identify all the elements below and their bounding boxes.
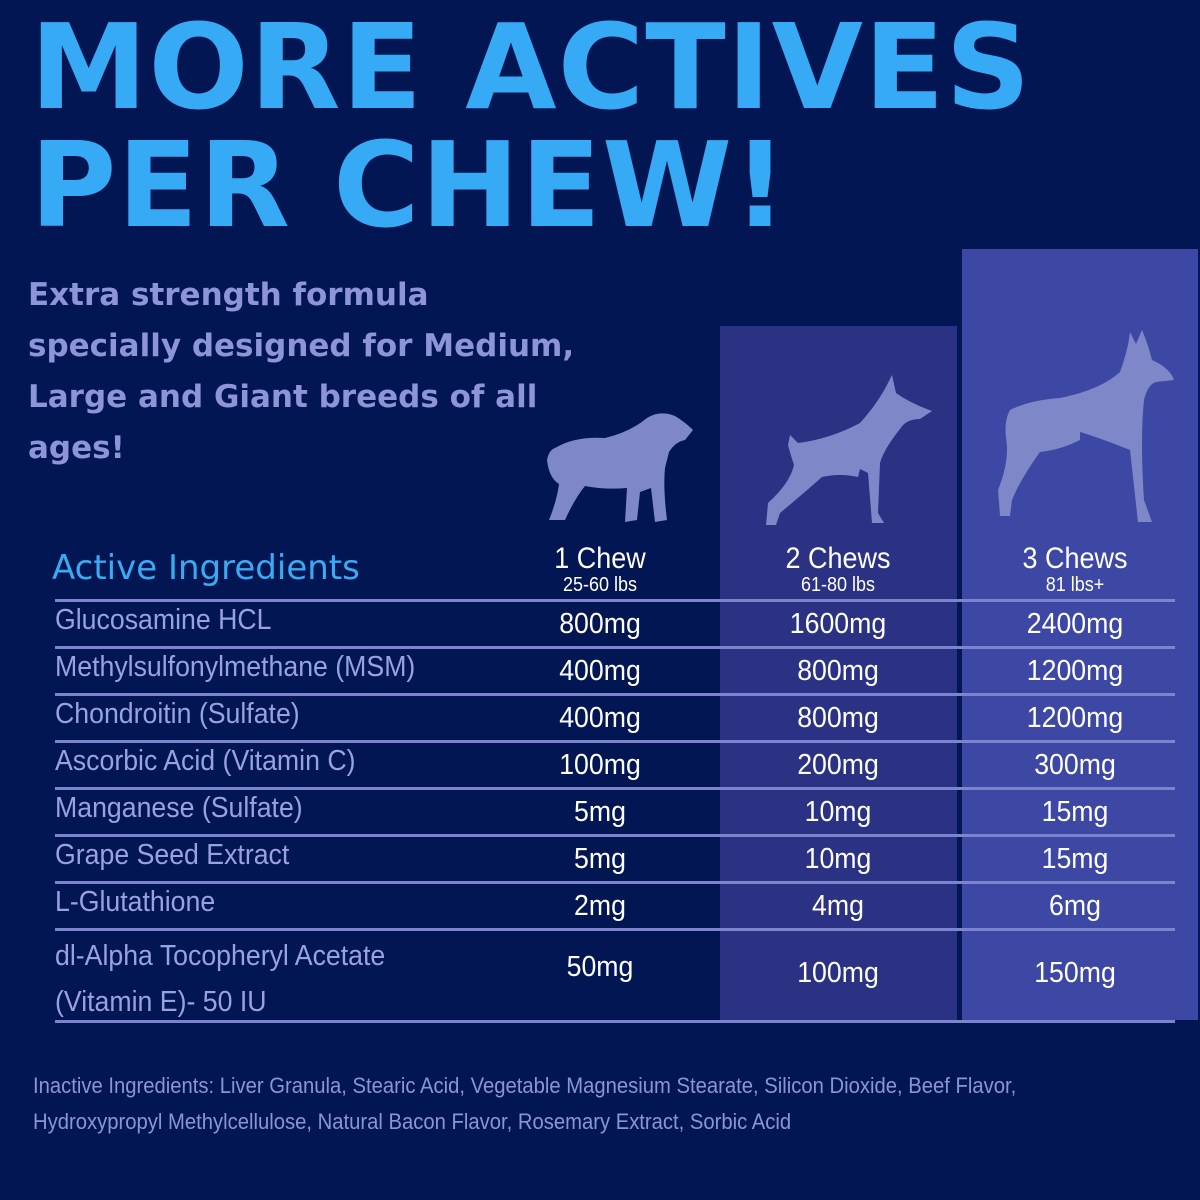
- dose-value: 150mg: [1034, 957, 1116, 989]
- dose-value: 15mg: [1041, 796, 1109, 828]
- dose-value: 400mg: [559, 702, 641, 734]
- dose-value: 800mg: [797, 655, 879, 687]
- page-title: MORE ACTIVES PER CHEW!: [30, 8, 1032, 244]
- table-row: Chondroitin (Sulfate) 400mg 800mg 1200mg: [55, 696, 1175, 743]
- small-dog-icon: [547, 413, 693, 522]
- great-dane-icon: [998, 330, 1174, 522]
- ingredient-name: Methylsulfonylmethane (MSM): [55, 651, 416, 683]
- table-row: L-Glutathione 2mg 4mg 6mg: [55, 884, 1175, 931]
- column-weight: 81 lbs+: [1045, 574, 1105, 596]
- column-weight: 25-60 lbs: [562, 574, 638, 596]
- header-divider: [55, 599, 1175, 602]
- dose-value: 4mg: [812, 890, 864, 922]
- column-label: 2 Chews: [785, 542, 891, 575]
- ingredient-name: Grape Seed Extract: [55, 839, 290, 871]
- column-header-1: 1 Chew 25-60 lbs: [482, 542, 718, 596]
- table-row: Glucosamine HCL 800mg 1600mg 2400mg: [55, 602, 1175, 649]
- table-row: Methylsulfonylmethane (MSM) 400mg 800mg 120…: [55, 649, 1175, 696]
- dose-value: 10mg: [804, 843, 872, 875]
- dose-value: 2mg: [574, 890, 626, 922]
- dose-value: 6mg: [1049, 890, 1101, 922]
- dose-value: 5mg: [574, 796, 626, 828]
- ingredient-name: Glucosamine HCL: [55, 604, 272, 636]
- ingredient-name-line-1: dl-Alpha Tocopheryl Acetate: [55, 940, 386, 972]
- table-row: Grape Seed Extract 5mg 10mg 15mg: [55, 837, 1175, 884]
- dose-value: 100mg: [559, 749, 641, 781]
- table-row: dl-Alpha Tocopheryl Acetate (Vitamin E)- …: [55, 931, 1175, 1023]
- dose-value: 400mg: [559, 655, 641, 687]
- dose-value: 300mg: [1034, 749, 1116, 781]
- column-header-2: 2 Chews 61-80 lbs: [720, 542, 956, 596]
- inactive-ingredients: Inactive Ingredients: Liver Granula, Ste…: [33, 1073, 1017, 1134]
- doberman-icon: [766, 375, 932, 525]
- column-label: 1 Chew: [554, 542, 646, 575]
- ingredient-name: L-Glutathione: [55, 886, 216, 918]
- table-row: Manganese (Sulfate) 5mg 10mg 15mg: [55, 790, 1175, 837]
- column-label: 3 Chews: [1022, 542, 1128, 575]
- dose-value: 100mg: [797, 957, 879, 989]
- ingredient-name: Chondroitin (Sulfate): [55, 698, 300, 730]
- active-ingredients-heading: Active Ingredients: [52, 548, 360, 588]
- table-row: Ascorbic Acid (Vitamin C) 100mg 200mg 300mg: [55, 743, 1175, 790]
- column-header-3: 3 Chews 81 lbs+: [957, 542, 1193, 596]
- dose-value: 1600mg: [789, 608, 887, 640]
- dose-value: 1200mg: [1026, 655, 1124, 687]
- dose-value: 15mg: [1041, 843, 1109, 875]
- dose-value: 800mg: [797, 702, 879, 734]
- column-weight: 61-80 lbs: [800, 574, 876, 596]
- dose-value: 1200mg: [1026, 702, 1124, 734]
- ingredient-name: dl-Alpha Tocopheryl Acetate (Vitamin E)- …: [55, 933, 385, 1025]
- ingredient-name: Ascorbic Acid (Vitamin C): [55, 745, 356, 777]
- dose-value: 2400mg: [1026, 608, 1124, 640]
- dose-value: 50mg: [566, 951, 634, 983]
- dose-value: 800mg: [559, 608, 641, 640]
- title-line-1: MORE ACTIVES: [30, 0, 1032, 136]
- ingredient-name: Manganese (Sulfate): [55, 792, 303, 824]
- ingredient-name-line-2: (Vitamin E)- 50 IU: [55, 986, 267, 1018]
- dose-value: 10mg: [804, 796, 872, 828]
- subtitle: Extra strength formula specially designe…: [28, 277, 575, 466]
- dose-value: 200mg: [797, 749, 879, 781]
- dose-value: 5mg: [574, 843, 626, 875]
- title-line-2: PER CHEW!: [30, 116, 788, 254]
